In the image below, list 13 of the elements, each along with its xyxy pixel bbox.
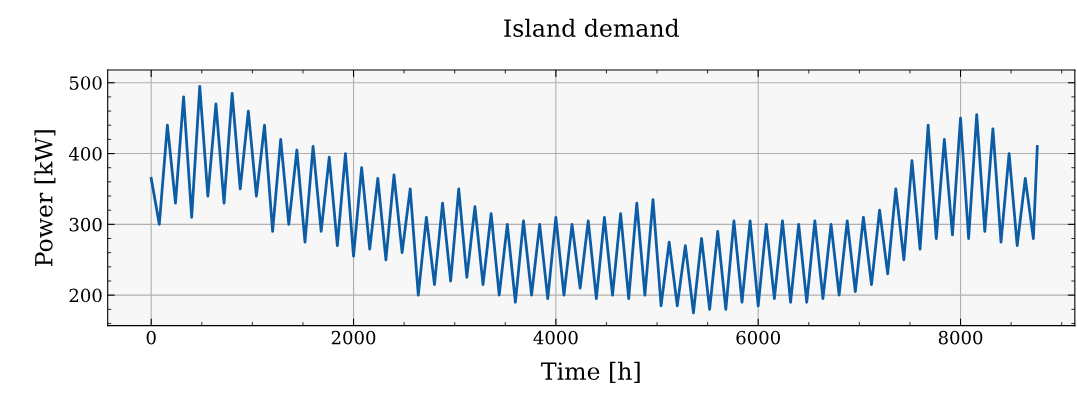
y-tick-label: 400: [68, 147, 102, 161]
x-tick-label: 4000: [533, 330, 578, 345]
x-tick-label: 8000: [938, 330, 983, 345]
x-tick-label: 2000: [331, 330, 376, 345]
y-axis-title: Power [kW]: [34, 130, 56, 267]
y-tick-label: 300: [69, 217, 102, 232]
x-tick-label: 0: [146, 330, 156, 345]
x-tick-label: 6000: [736, 330, 780, 345]
y-tick-label: 500: [69, 76, 102, 90]
y-tick-label: 200: [69, 288, 102, 303]
x-axis-title: Time [h]: [541, 361, 640, 383]
chart-title: Island demand: [504, 18, 679, 38]
line-series: [149, 84, 1039, 315]
